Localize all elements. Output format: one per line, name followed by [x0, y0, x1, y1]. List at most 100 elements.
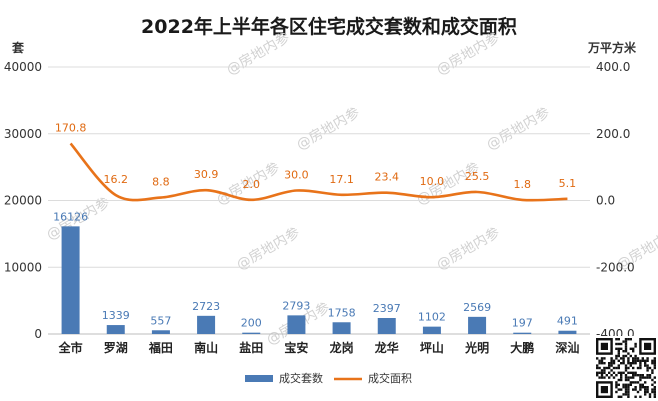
qr-module [644, 376, 647, 379]
qr-module [634, 342, 637, 346]
qr-module [646, 364, 649, 367]
bar [513, 332, 532, 334]
qr-module [646, 366, 649, 370]
qr-module [641, 359, 644, 362]
qr-module [653, 366, 656, 370]
qr-module [632, 357, 635, 360]
qr-module [620, 388, 623, 391]
y-left-tick-label: 10000 [4, 260, 42, 274]
qr-module [646, 359, 649, 362]
bar [242, 332, 261, 334]
y-left-tick-label: 30000 [4, 127, 42, 141]
qr-module [624, 383, 628, 386]
qr-module [620, 395, 623, 398]
qr-module [644, 359, 647, 362]
area-line-path [69, 142, 568, 202]
x-tick-label: 全市 [58, 340, 83, 355]
qr-module [627, 338, 630, 341]
qr-module [641, 357, 644, 360]
bar [558, 330, 577, 334]
x-tick-label: 大鹏 [510, 340, 534, 355]
qr-module [651, 371, 654, 374]
qr-module [632, 371, 635, 374]
qr-module [639, 362, 642, 365]
qr-module [646, 374, 649, 377]
qr-module [639, 376, 642, 379]
qr-module [600, 376, 604, 379]
qr-module [632, 347, 635, 350]
qr-module [608, 366, 611, 370]
qr-module [600, 362, 604, 365]
qr-module [653, 381, 656, 384]
bar-series [61, 226, 577, 334]
qr-module [615, 374, 618, 377]
qr-module [620, 342, 623, 346]
qr-module [600, 369, 604, 372]
qr-module [641, 386, 644, 389]
qr-module [632, 381, 635, 384]
qr-module [644, 381, 647, 384]
bar-data-label: 200 [241, 317, 262, 330]
qr-module [634, 371, 637, 374]
qr-module [632, 376, 635, 379]
qr-module [639, 366, 642, 370]
qr-module [627, 376, 630, 379]
qr-module [627, 393, 630, 396]
qr-module [624, 388, 628, 391]
qr-module [634, 395, 637, 398]
qr-module [624, 354, 628, 358]
bar [197, 315, 216, 334]
qr-module [624, 376, 628, 379]
qr-module [617, 350, 620, 353]
qr-module [632, 359, 635, 362]
qr-module [651, 362, 654, 365]
qr-finder-core [600, 386, 608, 394]
qr-module [622, 340, 625, 343]
qr-module [624, 338, 628, 341]
qr-module [617, 378, 620, 382]
qr-module [603, 362, 606, 365]
qr-module [639, 359, 642, 362]
qr-module [620, 376, 623, 379]
line-data-label: 17.1 [329, 173, 354, 186]
qr-module [646, 357, 649, 360]
legend-swatch-bar [245, 375, 273, 382]
qr-module [627, 362, 630, 365]
qr-module [615, 347, 618, 350]
qr-module [603, 366, 606, 370]
qr-module [634, 374, 637, 377]
data-labels: 16126 1339 557 2723 200 2793 1758 2397 1102 2569 1… [53, 121, 578, 329]
bar [151, 330, 170, 334]
qr-module [641, 383, 644, 386]
qr-module [615, 338, 618, 341]
qr-module [596, 357, 599, 360]
qr-module [646, 386, 649, 389]
qr-module [627, 366, 630, 370]
qr-module [629, 338, 632, 341]
x-tick-label: 盐田 [239, 340, 263, 355]
qr-module [598, 366, 601, 370]
qr-module [644, 388, 647, 391]
qr-module [615, 354, 618, 358]
qr-module [639, 378, 642, 382]
qr-module [653, 390, 656, 394]
qr-module [603, 357, 606, 360]
qr-module [622, 383, 625, 386]
bar [468, 316, 487, 334]
qr-module [600, 371, 604, 374]
qr-module [648, 376, 652, 379]
bar [332, 322, 351, 334]
qr-module [617, 364, 620, 367]
qr-module [596, 364, 599, 367]
x-tick-label: 龙华 [375, 340, 399, 355]
qr-module [634, 357, 637, 360]
qr-module [627, 395, 630, 398]
qr-module [646, 388, 649, 391]
y-right-tick-label: 0.0 [596, 194, 615, 208]
qr-module [624, 347, 628, 350]
qr-module [636, 366, 640, 370]
qr-module [641, 374, 644, 377]
qr-module [648, 395, 652, 398]
qr-module [629, 354, 632, 358]
